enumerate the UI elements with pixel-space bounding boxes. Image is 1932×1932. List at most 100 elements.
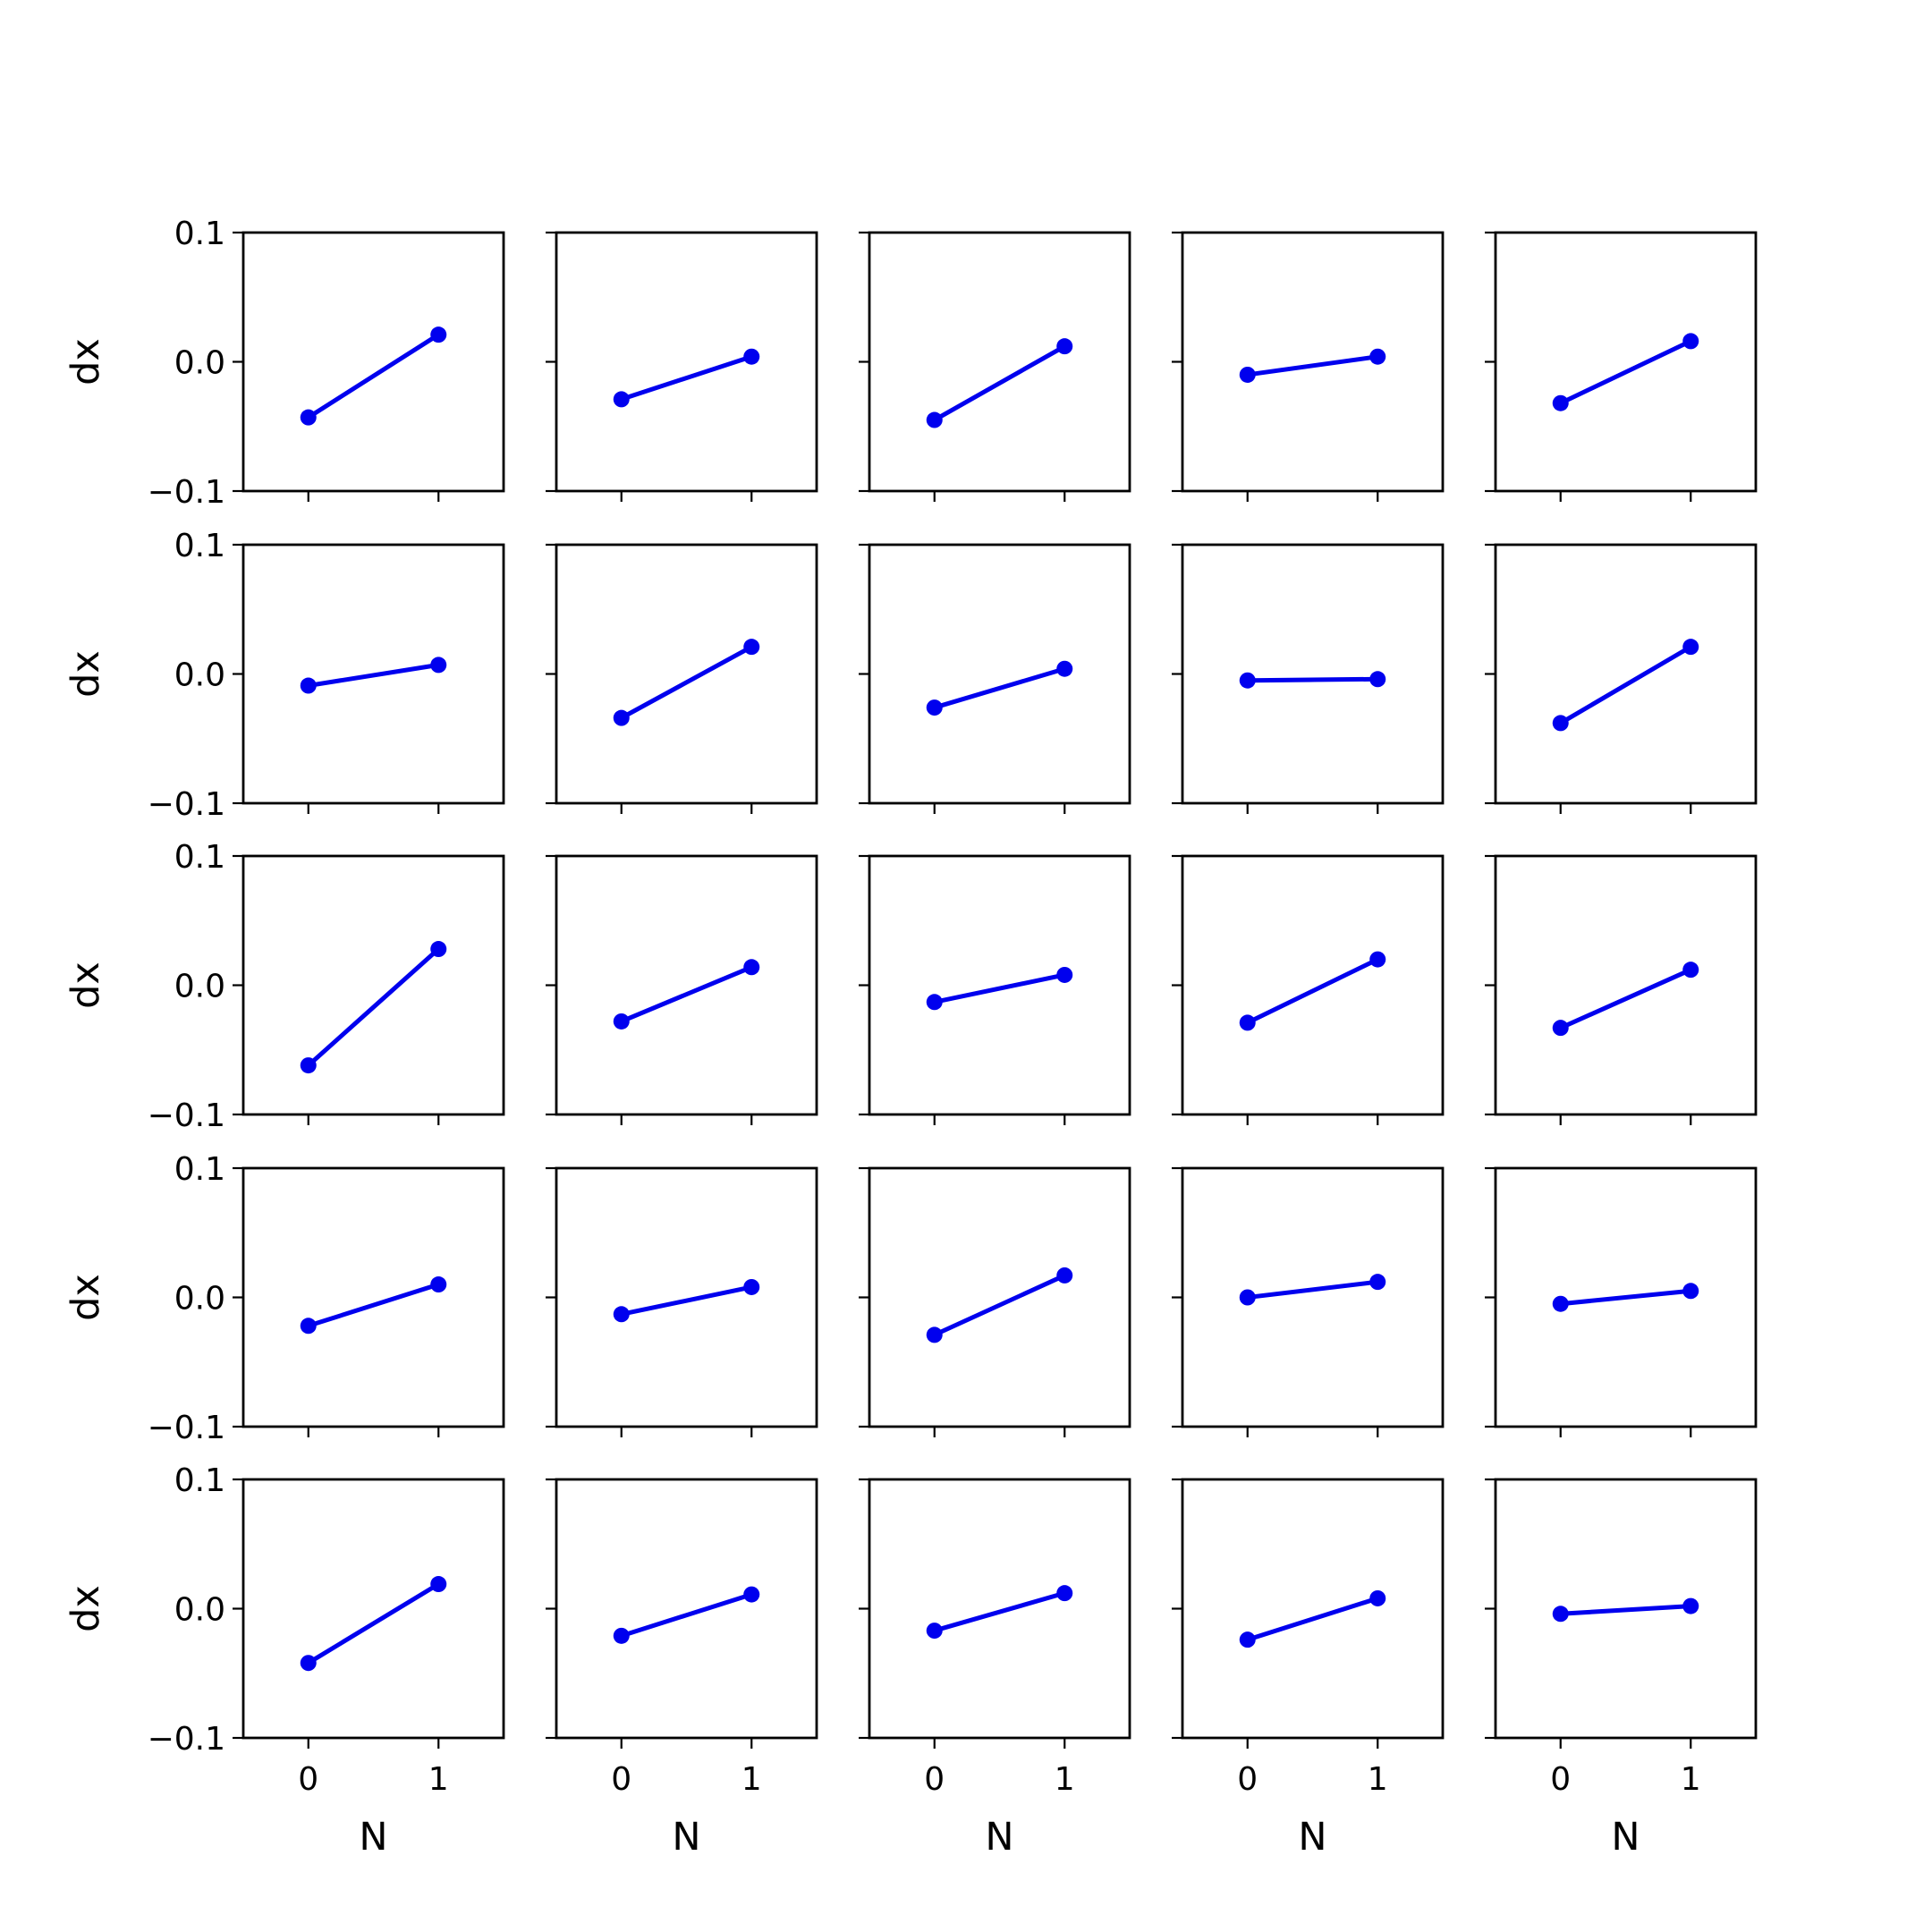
series-line [1560, 1604, 1691, 1616]
data-point [1369, 671, 1386, 688]
axes-frame [242, 231, 505, 493]
x-tick-label: 1 [428, 1761, 449, 1798]
data-point [1682, 1283, 1699, 1300]
x-axis-label: N [359, 1815, 387, 1860]
data-point [613, 1306, 630, 1323]
series-line [307, 1282, 440, 1328]
x-tick-label: 0 [1550, 1761, 1571, 1798]
data-point [1239, 1014, 1256, 1031]
x-tick-label: 0 [611, 1761, 631, 1798]
series-line [933, 343, 1066, 422]
subplot-r1-c1: −0.1 0.0 0.1 dx [64, 216, 505, 511]
data-point [743, 639, 760, 656]
series-line [307, 333, 440, 419]
subplot-r3-c4 [1172, 854, 1445, 1125]
data-point [300, 409, 317, 426]
axes-frame [1494, 854, 1758, 1116]
y-tick-label: −0.1 [148, 1410, 225, 1446]
series-line [307, 947, 440, 1067]
axes-frame [868, 1478, 1131, 1740]
axes-frame [1494, 231, 1758, 493]
series-line [620, 354, 753, 402]
data-point [1682, 962, 1699, 979]
series-line [1246, 1596, 1379, 1642]
subplot-r3-c1: −0.1 0.0 0.1 dx [64, 839, 505, 1134]
x-tick-label: 1 [1368, 1761, 1388, 1798]
y-tick-label: 0.0 [174, 1281, 225, 1318]
series-line [621, 1284, 752, 1317]
series-line [307, 1581, 440, 1665]
axes-frame [1181, 231, 1445, 493]
axes-frame [555, 543, 818, 805]
data-point [926, 411, 943, 428]
data-point [926, 1326, 943, 1343]
subplot-r2-c3 [859, 543, 1131, 814]
x-axis-label: N [672, 1815, 700, 1860]
data-point [1239, 1289, 1256, 1306]
x-tick-label: 0 [1237, 1761, 1258, 1798]
y-tick-label: 0.0 [174, 345, 225, 382]
axes-frame [1181, 1166, 1445, 1428]
data-point [1056, 966, 1073, 983]
axes-frame [868, 231, 1131, 493]
subplot-r1-c4 [1172, 231, 1445, 502]
data-point [613, 1627, 630, 1644]
data-point [926, 699, 943, 716]
y-tick-label: 0.0 [174, 969, 225, 1005]
data-point [743, 1278, 760, 1295]
subplot-r1-c5 [1485, 231, 1758, 502]
data-point [1056, 1267, 1073, 1284]
data-point [1682, 333, 1699, 350]
data-point [1369, 1589, 1386, 1606]
y-tick-label: −0.1 [148, 1721, 225, 1758]
subplot-r2-c2 [546, 543, 818, 814]
series-line [934, 1590, 1065, 1633]
data-point [1369, 951, 1386, 968]
subplot-r4-c3 [859, 1166, 1131, 1437]
subplot-r1-c3 [859, 231, 1131, 502]
series-line [1560, 1288, 1691, 1307]
x-tick-label: 0 [924, 1761, 945, 1798]
data-point [1056, 1585, 1073, 1602]
data-point [926, 994, 943, 1011]
subplot-r3-c3 [859, 854, 1131, 1125]
y-axis-label: dx [64, 1585, 108, 1632]
y-tick-label: 0.1 [174, 1462, 225, 1499]
data-point [430, 1276, 447, 1293]
axes-frame [555, 1478, 818, 1740]
data-point [430, 941, 447, 958]
data-point [300, 1057, 317, 1074]
y-tick-label: 0.1 [174, 839, 225, 876]
series-line [1559, 644, 1692, 725]
data-point [1369, 1274, 1386, 1291]
axes-frame [868, 1166, 1131, 1428]
y-tick-label: 0.1 [174, 1151, 225, 1188]
data-point [1056, 338, 1073, 355]
data-point [1239, 1631, 1256, 1648]
subplot-r1-c2 [546, 231, 818, 502]
data-point [1552, 394, 1569, 411]
subplot-r4-c1: −0.1 0.0 0.1 dx [64, 1151, 505, 1446]
data-point [1239, 366, 1256, 383]
y-tick-label: −0.1 [148, 474, 225, 511]
series-line [1247, 676, 1378, 683]
series-line [1559, 339, 1692, 405]
x-tick-label: 1 [1055, 1761, 1075, 1798]
axes-frame [242, 1478, 505, 1740]
series-line [1247, 354, 1378, 377]
y-tick-label: −0.1 [148, 1097, 225, 1134]
subplot-r4-c5 [1485, 1166, 1758, 1437]
data-point [1682, 1597, 1699, 1614]
y-axis-label: dx [64, 338, 108, 386]
data-point [300, 1655, 317, 1672]
axes-frame [1181, 543, 1445, 805]
data-point [613, 391, 630, 408]
x-axis-label: N [1611, 1815, 1640, 1860]
axes-frame [555, 231, 818, 493]
series-line [620, 1592, 753, 1639]
axes-frame [868, 543, 1131, 805]
axes-frame [1494, 543, 1758, 805]
data-point [1239, 672, 1256, 689]
subplot-r5-c2: 0 1 N [546, 1478, 818, 1860]
data-point [743, 1586, 760, 1603]
